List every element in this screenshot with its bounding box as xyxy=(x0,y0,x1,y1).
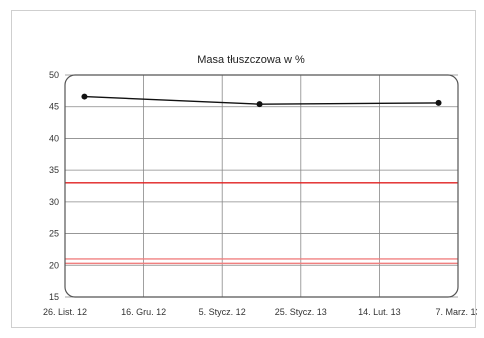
y-tick-label: 25 xyxy=(49,229,59,239)
y-tick-label: 15 xyxy=(49,292,59,302)
x-tick-label: 14. Lut. 13 xyxy=(358,307,401,317)
plot-border xyxy=(64,74,459,298)
x-tick-label: 26. List. 12 xyxy=(43,307,87,317)
chart-frame: Masa tłuszczowa w % 15 20 25 30 35 40 45 50 26. … xyxy=(11,10,477,328)
data-point xyxy=(435,99,442,106)
x-tick-label: 16. Gru. 12 xyxy=(121,307,166,317)
chart-title: Masa tłuszczowa w % xyxy=(197,54,305,66)
y-tick-label: 20 xyxy=(49,260,59,270)
y-tick-label: 35 xyxy=(49,165,59,175)
data-point xyxy=(81,93,88,100)
x-tick-label: 5. Stycz. 12 xyxy=(199,307,246,317)
x-tick-label: 7. Marz. 13 xyxy=(435,307,477,317)
plot-area: 15 20 25 30 35 40 45 50 26. List. 12 16. Gru. 12 5… xyxy=(43,70,477,317)
fat-mass-chart: Masa tłuszczowa w % 15 20 25 30 35 40 45 50 26. … xyxy=(43,54,477,317)
y-tick-label: 40 xyxy=(49,133,59,143)
y-tick-label: 30 xyxy=(49,197,59,207)
y-tick-label: 50 xyxy=(49,70,59,80)
data-point xyxy=(256,101,263,108)
y-tick-label: 45 xyxy=(49,102,59,112)
x-tick-label: 25. Stycz. 13 xyxy=(275,307,327,317)
